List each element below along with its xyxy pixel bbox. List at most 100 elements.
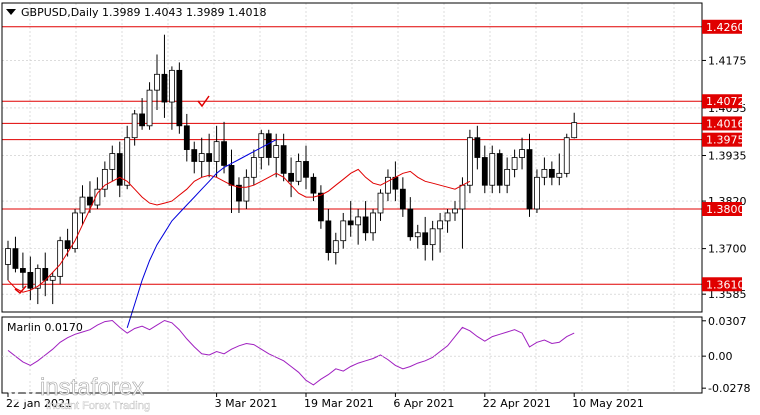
price-panel-frame [1, 2, 703, 313]
x-tick-label: 6 Apr 2021 [393, 397, 454, 410]
candle-body [5, 248, 11, 265]
candle [168, 66, 175, 130]
candle-body [340, 220, 347, 242]
candle [414, 224, 421, 249]
candle-body [563, 137, 570, 174]
candle-body [19, 268, 26, 273]
candle [340, 212, 347, 249]
candle [541, 157, 548, 186]
candle [519, 137, 525, 170]
candle [79, 185, 86, 225]
candle [489, 145, 496, 194]
candle-body [176, 69, 183, 127]
candle-body [265, 133, 272, 158]
candle-body [161, 73, 168, 103]
candle-body [459, 184, 466, 210]
level-label-box [702, 277, 742, 292]
candle-body [124, 137, 131, 186]
candle [250, 149, 257, 186]
candle-body [429, 228, 436, 246]
symbol-header: GBPUSD,Daily 1.3989 1.4043 1.3989 1.4018 [21, 6, 266, 19]
candle-body [489, 153, 496, 186]
candle-body [370, 212, 376, 234]
x-tick-label: 22 Apr 2021 [483, 397, 551, 410]
candle-body [407, 208, 414, 238]
candle-body [228, 165, 235, 186]
candle [176, 62, 183, 134]
candle [422, 216, 429, 261]
candle [399, 177, 406, 217]
candle-body [362, 216, 369, 234]
candle [109, 145, 116, 182]
candle-body [131, 113, 138, 139]
y-tick-label: 1.3585 [708, 288, 747, 301]
level-label-box [702, 132, 742, 147]
candle-body [191, 149, 198, 162]
check-mark-icon [197, 95, 210, 108]
candle [481, 145, 488, 194]
x-tick-label: 3 Mar 2021 [215, 397, 278, 410]
candle-body [519, 149, 525, 158]
candle [429, 220, 436, 261]
candle [556, 153, 563, 186]
candle-body [325, 220, 332, 253]
candle [161, 34, 168, 118]
candle [27, 256, 34, 301]
logo-arrow-icon [14, 377, 30, 395]
candle-body [422, 232, 429, 246]
candle [303, 145, 309, 190]
level-label: 1.4260 [706, 21, 745, 34]
candle-body [310, 176, 317, 194]
panel-frames [1, 2, 703, 394]
candle [139, 98, 146, 130]
level-label-box [702, 19, 742, 34]
candle-body [57, 240, 64, 277]
candle [444, 209, 451, 233]
level-label: 1.4072 [706, 95, 745, 108]
candle-body [504, 168, 511, 186]
candle [131, 109, 138, 146]
candle-body [213, 141, 220, 162]
candle [221, 121, 227, 174]
candle-body [295, 161, 302, 182]
level-label: 1.3800 [706, 203, 745, 216]
candle [72, 209, 78, 253]
candle [124, 125, 131, 190]
candle [57, 236, 64, 285]
candle-body [556, 172, 563, 178]
moving-average-red [7, 168, 471, 293]
indicator-tick-label: 0.0307 [708, 315, 747, 328]
candle [280, 133, 287, 182]
candle [116, 141, 123, 198]
candle [325, 209, 332, 261]
candle [504, 157, 511, 194]
candle [534, 169, 540, 213]
candle [243, 169, 250, 209]
candle [34, 264, 41, 305]
candle-body [541, 168, 548, 178]
candle-body [49, 275, 56, 281]
candle-body [288, 172, 295, 182]
candle-body [466, 137, 473, 186]
candle-body [154, 73, 160, 91]
candle-body [548, 168, 555, 178]
candle [347, 201, 354, 237]
indicator-tick-label: -0.0278 [708, 382, 750, 395]
collapse-triangle-icon[interactable] [6, 9, 16, 15]
candle-body [79, 196, 86, 214]
x-tick-label: 10 May 2021 [572, 397, 644, 410]
candle [466, 129, 473, 194]
candle-body [355, 216, 362, 226]
y-tick-label: 1.3935 [708, 150, 747, 163]
x-tick-label: 19 Mar 2021 [304, 397, 374, 410]
y-tick-label: 1.3700 [708, 243, 747, 256]
candle [571, 112, 578, 139]
candle [206, 133, 213, 178]
candle [101, 161, 108, 198]
candle [213, 125, 220, 178]
level-label: 1.3610 [706, 278, 745, 291]
logo-ring-icon [7, 373, 37, 403]
candle [191, 141, 198, 174]
indicator-tick-label: 0.00 [708, 350, 733, 363]
level-label: 1.4016 [706, 117, 745, 130]
